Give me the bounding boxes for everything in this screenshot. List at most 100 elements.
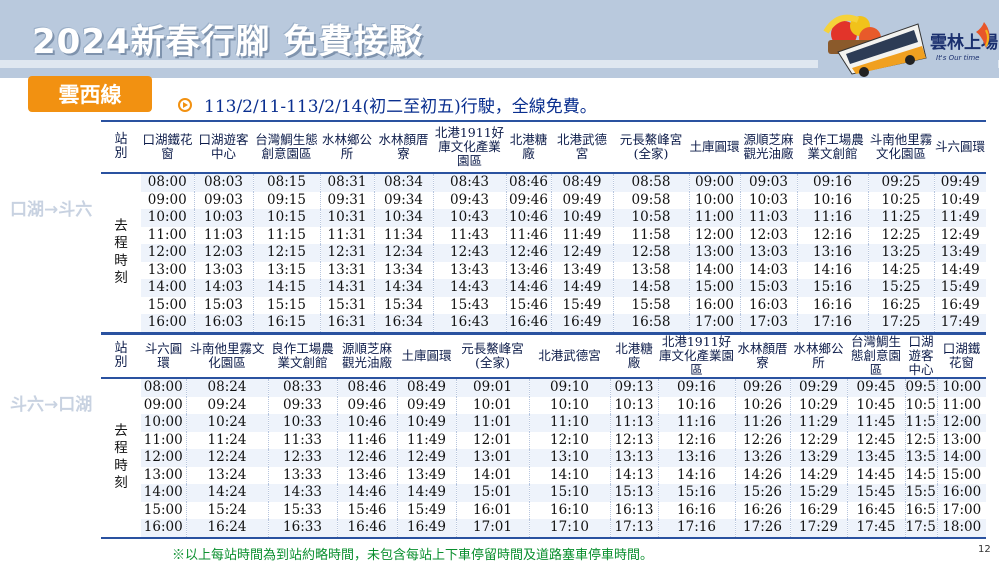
time-cell: 12:46 [336, 449, 397, 467]
time-cell: 17:45 [846, 519, 905, 538]
time-cell: 10:00 [688, 191, 740, 209]
time-cell: 13:33 [267, 466, 337, 484]
time-cell: 16:49 [396, 519, 456, 538]
time-cell: 16:00 [141, 519, 186, 538]
table-row: 去程時刻 08:00 08:03 08:15 08:31 08:34 08:43 08:46 0… [101, 173, 986, 333]
time-cell: 09:24 [185, 396, 268, 414]
station-name: 口湖鐵花窗 [141, 121, 194, 173]
time-cell: 12:26 [734, 431, 790, 449]
time-cell: 11:00 [688, 209, 740, 227]
time-cell: 14:00 [141, 484, 186, 502]
time-cell: 14:46 [336, 484, 397, 502]
time-cell: 15:45 [846, 484, 905, 502]
station-name: 斗六圓環 [141, 334, 186, 378]
time-cell: 14:58 [612, 279, 689, 297]
time-cell: 14:43 [432, 279, 506, 297]
time-cell: 11:43 [432, 226, 506, 244]
time-cell: 16:00 [688, 296, 740, 314]
time-cell: 09:13 [609, 378, 658, 397]
time-cell: 11:45 [846, 414, 905, 432]
logo-subtext: It's Our time [936, 54, 979, 62]
time-cell: 10:58 [612, 209, 689, 227]
table-row: 11:00 11:24 11:33 11:46 11:49 12:01 12:10 12:13… [101, 431, 986, 449]
time-cell: 10:13 [609, 396, 658, 414]
time-cell: 13:49 [933, 244, 986, 262]
time-cell: 14:00 [688, 261, 740, 279]
bus-logo-icon: 雲林上場 It's Our time [818, 2, 998, 78]
time-cell: 13:00 [936, 431, 986, 449]
time-cell: 14:33 [267, 484, 337, 502]
time-cell: 16:01 [455, 501, 529, 519]
table-row: 09:00 09:03 09:15 09:31 09:34 09:43 09:46 09:49… [101, 191, 986, 209]
time-cell: 14:26 [734, 466, 790, 484]
time-cell: 15:46 [336, 501, 397, 519]
direction-cell: 去程時刻 [101, 173, 141, 333]
time-cell: 12:34 [373, 244, 433, 262]
time-cell: 15:00 [141, 296, 194, 314]
table-row: 去程時刻 08:00 08:24 08:33 08:46 08:49 09:01 09:10 0… [101, 378, 986, 538]
time-cell: 11:15 [252, 226, 320, 244]
time-cell: 15:49 [550, 296, 613, 314]
table-row: 10:00 10:03 10:15 10:31 10:34 10:43 10:46 10:49… [101, 209, 986, 227]
time-cell: 16:57 [904, 501, 937, 519]
time-cell: 10:03 [739, 191, 797, 209]
station-name: 北港糖廠 [506, 121, 551, 173]
time-cell: 16:16 [657, 501, 735, 519]
time-cell: 16:24 [185, 519, 268, 538]
station-name: 元長鰲峰宮(全家) [613, 121, 689, 173]
direction-label-return: 斗六→口湖 [10, 395, 93, 415]
time-cell: 15:29 [789, 484, 847, 502]
time-cell: 15:13 [609, 484, 658, 502]
station-name: 北港武德宮 [529, 334, 610, 378]
time-cell: 12:00 [141, 244, 194, 262]
time-cell: 16:46 [505, 314, 551, 333]
direction-label-outbound: 口湖→斗六 [10, 200, 93, 220]
station-name: 源順芝麻觀光油廠 [740, 121, 797, 173]
time-cell: 12:13 [609, 431, 658, 449]
time-cell: 15:10 [528, 484, 610, 502]
time-cell: 14:49 [933, 261, 986, 279]
time-cell: 10:01 [455, 396, 529, 414]
time-cell: 15:57 [904, 484, 937, 502]
time-cell: 14:46 [505, 279, 551, 297]
time-cell: 11:57 [904, 414, 937, 432]
time-cell: 13:29 [789, 449, 847, 467]
time-cell: 13:58 [612, 261, 689, 279]
time-cell: 17:10 [528, 519, 610, 538]
time-cell: 10:33 [267, 414, 337, 432]
station-name: 水林顏厝寮 [374, 121, 433, 173]
time-cell: 12:24 [185, 449, 268, 467]
time-cell: 12:16 [657, 431, 735, 449]
time-cell: 14:00 [936, 449, 986, 467]
time-cell: 11:46 [336, 431, 397, 449]
time-cell: 08:33 [267, 378, 337, 397]
time-cell: 12:49 [933, 226, 986, 244]
time-cell: 10:10 [528, 396, 610, 414]
time-cell: 08:31 [319, 173, 374, 192]
time-cell: 13:31 [319, 261, 374, 279]
time-cell: 09:16 [796, 173, 868, 192]
time-cell: 16:00 [936, 484, 986, 502]
time-cell: 11:24 [185, 431, 268, 449]
time-cell: 08:03 [193, 173, 253, 192]
time-cell: 15:43 [432, 296, 506, 314]
time-cell: 13:03 [739, 244, 797, 262]
time-cell: 15:16 [796, 279, 868, 297]
station-name: 口湖鐵花窗 [937, 334, 986, 378]
station-name: 口湖遊客中心 [905, 334, 937, 378]
time-cell: 11:49 [550, 226, 613, 244]
table-row: 15:00 15:24 15:33 15:46 15:49 16:01 16:10 16:13… [101, 501, 986, 519]
time-cell: 15:58 [612, 296, 689, 314]
time-cell: 11:03 [739, 209, 797, 227]
time-cell: 17:16 [657, 519, 735, 538]
time-cell: 13:16 [796, 244, 868, 262]
station-name: 水林鄉公所 [790, 334, 847, 378]
table-row: 12:00 12:03 12:15 12:31 12:34 12:43 12:46 12:49… [101, 244, 986, 262]
time-cell: 13:43 [432, 261, 506, 279]
time-cell: 11:29 [789, 414, 847, 432]
service-notice-text: 113/2/11-113/2/14(初二至初五)行駛，全線免費。 [204, 97, 597, 117]
time-cell: 12:03 [739, 226, 797, 244]
time-cell: 12:15 [252, 244, 320, 262]
time-cell: 12:49 [396, 449, 456, 467]
time-cell: 17:16 [796, 314, 868, 333]
